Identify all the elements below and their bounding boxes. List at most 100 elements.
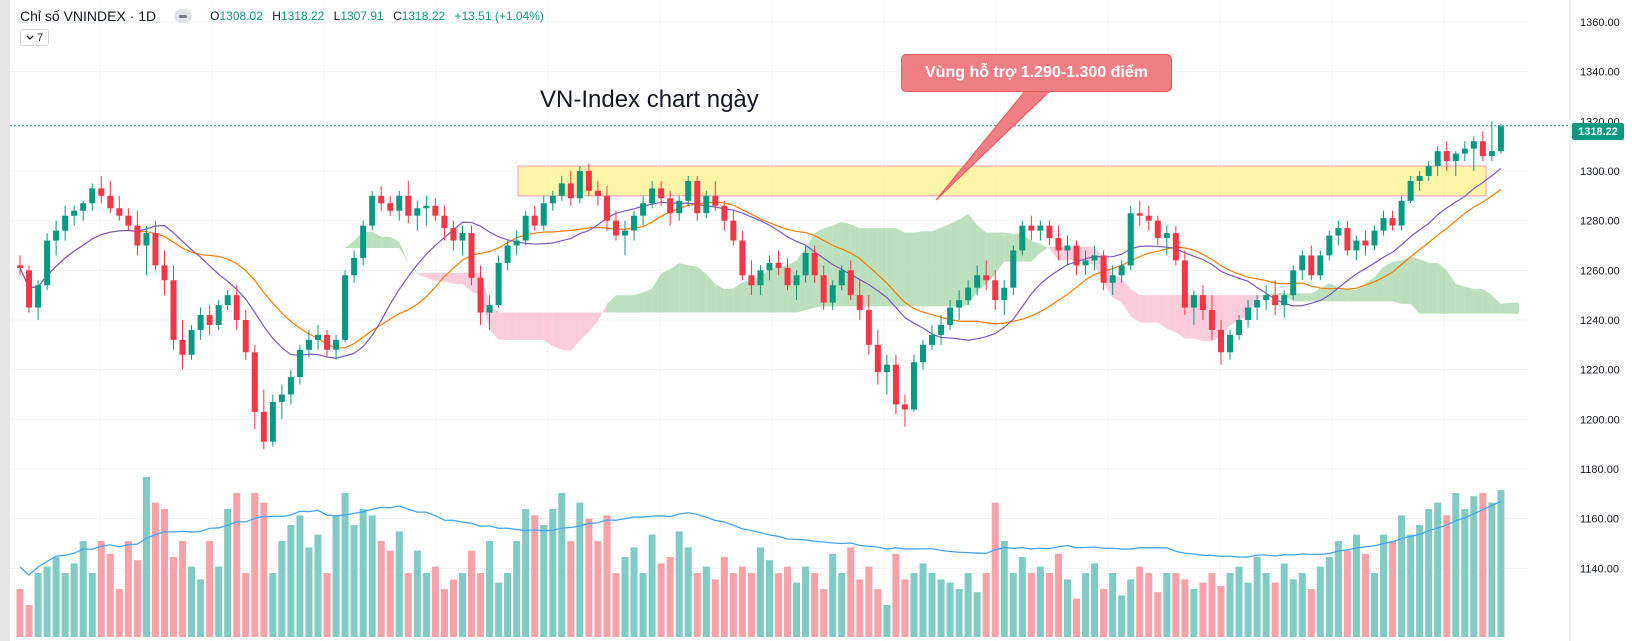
cloud-segment	[308, 260, 318, 263]
candle-body	[44, 240, 51, 286]
candle	[1154, 215, 1161, 246]
candle-body	[360, 225, 367, 258]
cloud-segment	[1446, 270, 1456, 314]
candle-body	[477, 277, 484, 313]
candle	[739, 230, 746, 281]
candle-body	[622, 230, 629, 236]
candle	[1190, 290, 1197, 325]
cloud-segment	[417, 272, 427, 278]
volume-bar	[684, 547, 692, 637]
volume-bar	[106, 553, 114, 637]
support-callout: Vùng hỗ trợ 1.290-1.300 điểm	[901, 54, 1172, 92]
volume-bar	[784, 566, 792, 637]
candle	[432, 198, 439, 221]
candle	[152, 220, 159, 271]
volume-bar	[206, 541, 214, 637]
candle	[296, 344, 303, 385]
candle	[134, 210, 141, 256]
cloud-segment	[317, 251, 328, 261]
volume-ma-line	[19, 500, 1502, 576]
candle	[378, 185, 385, 211]
candle	[603, 185, 610, 231]
candle-body	[486, 305, 493, 313]
candle	[62, 205, 69, 241]
candle	[206, 305, 213, 335]
volume-bar	[1452, 493, 1460, 637]
cloud-segment	[1419, 259, 1429, 314]
candle-body	[296, 349, 303, 378]
candle-body	[938, 324, 945, 335]
candle-body	[1208, 310, 1215, 330]
candle-body	[35, 285, 42, 308]
candle	[1100, 250, 1107, 291]
candle	[1488, 121, 1495, 162]
volume-bar	[1443, 515, 1451, 637]
candle	[179, 319, 186, 370]
volume-bar	[215, 566, 223, 637]
volume-bar	[1063, 579, 1071, 637]
cloud-segment	[1491, 295, 1501, 314]
candle-body	[1046, 225, 1053, 239]
cloud-segment	[408, 262, 418, 275]
cloud-segment	[913, 231, 923, 307]
candle-body	[540, 203, 547, 226]
volume-bar	[747, 573, 755, 637]
candle	[1308, 245, 1315, 281]
open-label: O	[210, 9, 220, 23]
volume-bar	[1181, 579, 1189, 637]
candle-body	[369, 195, 376, 226]
cloud-segment	[1392, 260, 1402, 304]
collapse-toggle-icon[interactable]	[174, 9, 193, 23]
candle-body	[1136, 213, 1143, 216]
volume-bar	[567, 541, 575, 637]
cloud-segment	[670, 262, 680, 313]
candle-body	[567, 183, 574, 199]
candle	[477, 265, 484, 325]
cloud-segment	[1157, 295, 1167, 329]
candle-body	[1227, 334, 1234, 353]
candle	[1407, 175, 1414, 204]
low-value: 1307.91	[340, 9, 384, 23]
volume-bar	[1172, 573, 1180, 637]
candle	[567, 170, 574, 206]
candle	[513, 230, 520, 256]
cloud-segment	[390, 236, 400, 248]
candle-body	[1154, 220, 1161, 239]
symbol-title[interactable]: Chỉ số VNINDEX · 1D	[20, 8, 157, 24]
candle	[441, 205, 448, 241]
cloud-segment	[1374, 266, 1384, 302]
volume-bar	[576, 502, 584, 637]
candle	[956, 290, 963, 320]
candle	[811, 245, 818, 283]
cloud-segment	[534, 312, 544, 340]
indicators-toggle-button[interactable]: 7	[20, 29, 50, 46]
candle-body	[314, 334, 321, 340]
cloud-segment	[1302, 293, 1312, 302]
volume-bar	[368, 515, 376, 637]
volume-bar	[440, 589, 448, 637]
open-value: 1308.02	[219, 9, 263, 23]
volume-bar	[1343, 550, 1351, 637]
candle-body	[1163, 233, 1170, 239]
cloud-segment	[950, 219, 960, 307]
volume-bar	[1163, 573, 1171, 637]
chart-annotation-title: VN-Index chart ngày	[540, 86, 759, 113]
volume-bar	[1334, 541, 1342, 637]
volume-bar	[657, 563, 665, 637]
volume-bar	[449, 579, 457, 637]
candle	[1272, 280, 1279, 316]
cloud-segment	[561, 312, 571, 352]
cloud-segment	[1347, 289, 1357, 302]
cloud-segment	[543, 312, 553, 347]
cloud-segment	[923, 231, 933, 307]
candle-body	[685, 180, 692, 201]
volume-bar	[1082, 573, 1090, 637]
candle	[1299, 250, 1306, 281]
candle	[143, 225, 150, 276]
candle	[269, 394, 276, 447]
candle	[1136, 200, 1143, 226]
cloud-segment	[1148, 295, 1158, 323]
candle	[874, 329, 881, 385]
volume-bar	[856, 579, 864, 637]
